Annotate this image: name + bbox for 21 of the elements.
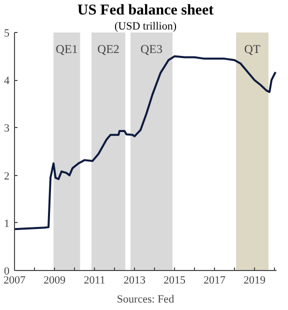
chart-title: US Fed balance sheet <box>77 2 214 18</box>
x-tick-label: 2017 <box>204 274 226 286</box>
band-label: QE1 <box>56 42 78 56</box>
line-series <box>14 55 276 230</box>
y-tick-label: 0 <box>4 266 10 278</box>
y-tick-label: 2 <box>4 170 10 182</box>
y-tick-label: 4 <box>4 75 10 88</box>
y-tick-label: 1 <box>4 218 10 230</box>
x-tick-label: 2015 <box>164 274 186 286</box>
x-tick-label: 2007 <box>4 274 26 286</box>
x-tick-label: 2011 <box>84 274 106 286</box>
x-tick-label: 2019 <box>244 274 266 286</box>
band-label: QE3 <box>140 42 162 56</box>
x-tick-label: 2013 <box>124 274 146 286</box>
y-tick-label: 5 <box>4 28 10 40</box>
x-tick-label: 2009 <box>44 274 66 286</box>
band-label: QE2 <box>97 42 120 56</box>
source-note: Sources: Fed <box>116 294 175 306</box>
y-tick-label: 3 <box>4 122 10 135</box>
band-label: QT <box>244 42 261 56</box>
chart-subtitle: (USD trillion) <box>114 20 177 32</box>
